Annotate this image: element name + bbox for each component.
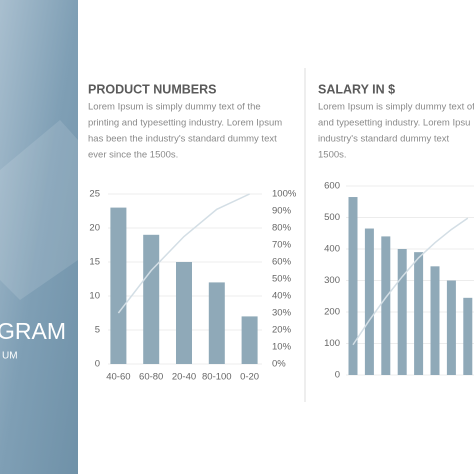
x-tick-label: 40-60: [106, 372, 130, 383]
chart-description: industry's standard dummy text: [318, 134, 450, 145]
x-tick-label: 20-40: [172, 372, 196, 383]
x-tick-label: 60-80: [139, 372, 163, 383]
chart-description: Lorem Ipsum is simply dummy text of the: [88, 102, 261, 113]
bar: [364, 228, 374, 375]
y2-tick-label: 70%: [272, 240, 292, 251]
banner-subtitle: UM: [2, 351, 18, 362]
chart-description: has been the industry's standard dummy t…: [88, 134, 277, 145]
panel-photo: [0, 120, 78, 300]
bar: [176, 262, 192, 364]
side-panel: [0, 0, 78, 474]
y-tick-label: 200: [324, 307, 340, 318]
chart-description: and typesetting industry. Lorem Ipsu: [318, 118, 470, 129]
y-tick-label: 15: [89, 257, 100, 268]
bar: [241, 316, 258, 364]
y2-tick-label: 60%: [272, 257, 292, 268]
chart-title: PRODUCT NUMBERS: [88, 82, 216, 96]
bar: [463, 297, 473, 375]
y-tick-label: 25: [89, 189, 100, 200]
y-tick-label: 300: [324, 275, 340, 286]
y-tick-label: 5: [95, 325, 100, 336]
y-tick-label: 400: [324, 244, 340, 255]
bar: [381, 236, 391, 375]
bar: [397, 249, 407, 375]
bar: [208, 282, 225, 364]
cumulative-line: [352, 217, 469, 346]
y-tick-label: 0: [95, 359, 100, 370]
y2-tick-label: 10%: [272, 342, 292, 353]
y2-tick-label: 80%: [272, 223, 292, 234]
bar: [430, 266, 440, 375]
bar: [446, 280, 456, 375]
y-tick-label: 500: [324, 212, 340, 223]
y-tick-label: 600: [324, 181, 340, 192]
cumulative-line: [117, 193, 250, 314]
bar: [414, 252, 424, 375]
chart-description: Lorem Ipsum is simply dummy text of: [318, 102, 474, 113]
bar: [348, 197, 358, 375]
y-tick-label: 100: [324, 338, 340, 349]
chart-title: SALARY IN $: [318, 82, 395, 96]
chart-description: 1500s.: [318, 150, 347, 161]
y-tick-label: 20: [89, 223, 100, 234]
chart-description: printing and typesetting industry. Lorem…: [88, 118, 282, 129]
bar: [110, 207, 127, 364]
bar: [143, 234, 160, 364]
chart-description: ever since the 1500s.: [88, 150, 178, 161]
x-tick-label: 0-20: [240, 372, 259, 383]
y-tick-label: 0: [335, 370, 340, 381]
y2-tick-label: 50%: [272, 274, 292, 285]
y2-tick-label: 90%: [272, 206, 292, 217]
y2-tick-label: 30%: [272, 308, 292, 319]
x-tick-label: 80-100: [202, 372, 232, 383]
banner-title: GRAM: [0, 318, 66, 344]
y2-tick-label: 20%: [272, 325, 292, 336]
y2-tick-label: 0%: [272, 359, 286, 370]
y2-tick-label: 40%: [272, 291, 292, 302]
y2-tick-label: 100%: [272, 189, 297, 200]
y-tick-label: 10: [89, 291, 100, 302]
